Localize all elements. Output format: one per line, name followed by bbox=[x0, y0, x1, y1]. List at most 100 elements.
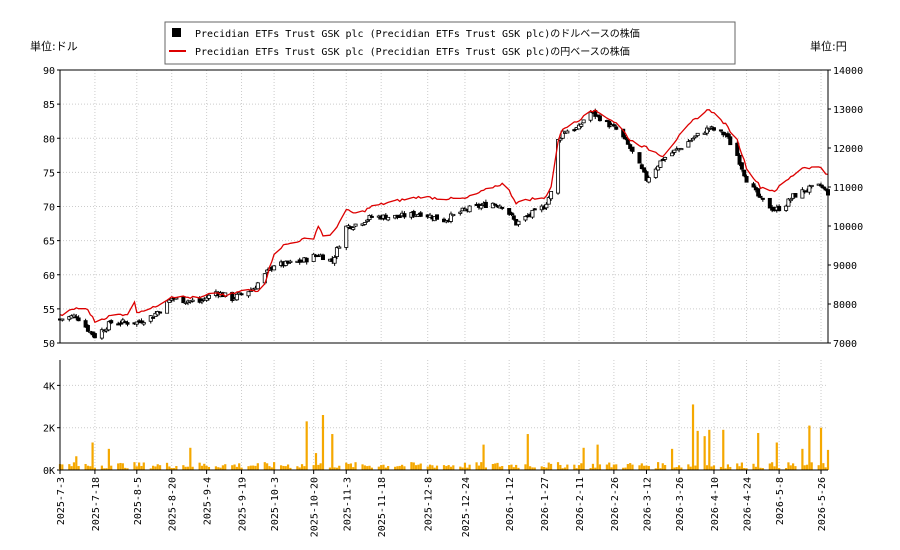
volume-bar bbox=[445, 466, 448, 470]
volume-bar bbox=[135, 466, 138, 470]
right-tick-label: 8000 bbox=[833, 300, 857, 311]
volume-tick-label: 2K bbox=[43, 424, 55, 435]
volume-bar bbox=[645, 465, 648, 470]
x-tick-label: 2025-10-20 bbox=[310, 477, 321, 537]
volume-bar bbox=[198, 462, 201, 470]
x-tick-label: 2026-2-26 bbox=[610, 477, 621, 531]
volume-bar bbox=[484, 467, 487, 470]
candle-body bbox=[190, 299, 195, 302]
candle-body bbox=[588, 111, 593, 121]
candle-body bbox=[402, 213, 407, 218]
volume-bar bbox=[545, 467, 548, 470]
volume-bar bbox=[203, 463, 206, 470]
x-tick-label: 2025-11-3 bbox=[342, 477, 353, 531]
volume-bar bbox=[124, 467, 127, 470]
candle-body bbox=[767, 197, 772, 209]
volume-bar bbox=[289, 467, 292, 470]
volume-bar bbox=[401, 464, 404, 470]
volume-bar bbox=[149, 468, 152, 470]
volume-bar bbox=[270, 467, 273, 470]
x-tick-label: 2025-11-18 bbox=[377, 477, 388, 537]
volume-bar bbox=[477, 465, 481, 470]
volume-bar bbox=[142, 462, 145, 470]
volume-bar bbox=[589, 468, 592, 470]
volume-bar bbox=[768, 463, 771, 470]
candle-body bbox=[530, 209, 535, 218]
volume-bar bbox=[817, 465, 820, 470]
legend-jpy-label: Precidian ETFs Trust GSK plc (Precidian … bbox=[195, 45, 630, 58]
candle-body bbox=[60, 318, 65, 321]
volume-bar bbox=[631, 464, 634, 470]
candle-body bbox=[623, 136, 628, 140]
volume-bar bbox=[526, 434, 529, 470]
candle-body bbox=[507, 208, 512, 215]
volume-bar bbox=[233, 464, 236, 470]
volume-bar bbox=[785, 467, 788, 470]
volume-bar bbox=[249, 465, 252, 470]
volume-bar bbox=[93, 467, 97, 470]
x-axis: 2025-7-3 2025-7-18 2025-8-5 2025-8-20 2025-9… bbox=[56, 470, 828, 537]
candle-body bbox=[500, 206, 505, 209]
candle-body bbox=[639, 164, 644, 170]
volume-bar bbox=[377, 466, 380, 470]
candle-body bbox=[611, 124, 616, 127]
volume-bar bbox=[154, 466, 157, 470]
volume-bar bbox=[282, 465, 285, 470]
volume-bar bbox=[726, 464, 730, 470]
candle-body bbox=[181, 296, 186, 304]
candle-body bbox=[411, 211, 416, 217]
volume-bar bbox=[719, 466, 723, 470]
volume-bar bbox=[805, 464, 809, 470]
volume-bar bbox=[263, 462, 266, 470]
candle-body bbox=[702, 132, 707, 135]
volume-bar bbox=[84, 463, 87, 470]
candle-body bbox=[544, 203, 549, 209]
volume-bar bbox=[300, 464, 304, 470]
volume-bar bbox=[433, 467, 436, 470]
right-tick-label: 10000 bbox=[833, 222, 863, 233]
candle-body bbox=[479, 205, 484, 209]
volume-bar bbox=[172, 468, 176, 470]
candle-body bbox=[204, 297, 209, 301]
volume-bar bbox=[610, 467, 613, 470]
volume-bar bbox=[524, 464, 527, 470]
volume-bar bbox=[561, 468, 564, 470]
candle-body bbox=[549, 191, 554, 200]
candle-body bbox=[493, 203, 498, 206]
volume-bar bbox=[200, 465, 204, 470]
candle-body bbox=[572, 129, 577, 132]
volume-bar bbox=[738, 466, 741, 470]
volume-bar bbox=[791, 463, 795, 470]
volume-bar bbox=[712, 465, 716, 470]
candle-body bbox=[151, 316, 156, 319]
volume-bar bbox=[608, 462, 611, 470]
volume-bar bbox=[252, 465, 255, 470]
volume-bar bbox=[347, 463, 350, 470]
volume-bar bbox=[531, 467, 534, 470]
candle-body bbox=[800, 189, 805, 199]
volume-bar bbox=[724, 468, 727, 470]
candle-body bbox=[418, 212, 423, 217]
candle-body bbox=[742, 169, 747, 177]
candle-body bbox=[448, 213, 453, 222]
volume-bar bbox=[687, 464, 690, 470]
volume-bar bbox=[459, 466, 462, 470]
volume-bar bbox=[103, 468, 106, 470]
volume-bar bbox=[771, 462, 774, 470]
candle-body bbox=[737, 154, 742, 165]
volume-bar bbox=[231, 465, 234, 470]
x-tick-label: 2025-7-18 bbox=[91, 477, 102, 531]
volume-bar bbox=[773, 466, 776, 470]
volume-bar bbox=[461, 467, 464, 470]
volume-tick-label: 4K bbox=[43, 381, 55, 392]
volume-bar bbox=[663, 465, 667, 470]
volume-bar bbox=[352, 467, 355, 470]
volume-bar bbox=[207, 466, 211, 470]
volume-bar bbox=[279, 465, 283, 470]
candle-body bbox=[628, 144, 633, 149]
volume-bar bbox=[363, 465, 366, 470]
x-tick-label: 2026-3-12 bbox=[642, 477, 653, 531]
candle-body bbox=[809, 184, 814, 187]
candle-body bbox=[679, 148, 684, 151]
volume-bar bbox=[803, 465, 806, 470]
